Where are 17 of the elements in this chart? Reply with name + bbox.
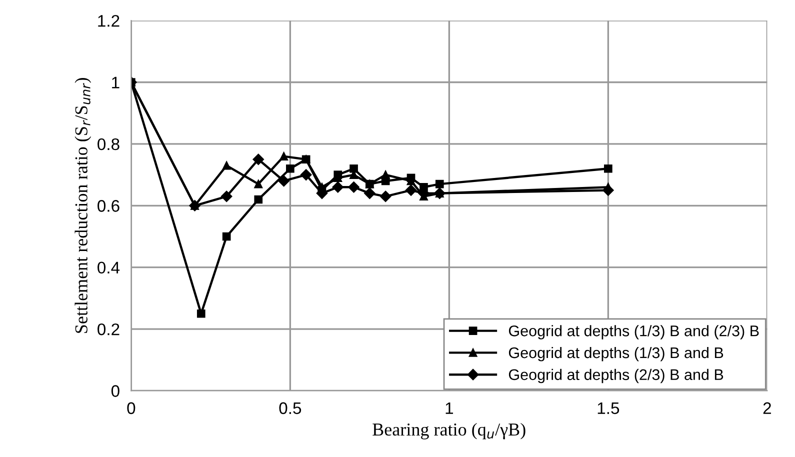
y-tick-label: 0.4	[98, 262, 120, 274]
x-tick-label: 0	[127, 402, 136, 414]
x-tick-label: 2	[763, 402, 771, 414]
legend-label: Geogrid at depths (2/3) B and B	[508, 368, 724, 384]
x-axis-title: Bearing ratio (q$_{u}$/γB)	[372, 422, 526, 440]
y-tick-label: 0.8	[98, 138, 120, 150]
x-tick-label: 0.5	[279, 402, 302, 414]
legend-label: Geogrid at depths (1/3) B and B	[508, 346, 724, 362]
x-tick-label: 1	[446, 402, 453, 414]
y-tick-label: 1	[112, 76, 120, 88]
y-tick-label: 0	[111, 385, 120, 397]
legend-label: Geogrid at depths (1/3) B and (2/3) B	[508, 325, 759, 340]
y-tick-label: 1.2	[98, 14, 120, 27]
x-tick-label: 1.5	[598, 402, 620, 414]
y-axis-title: Settlement reduction ratio (S$_{r}$/S$_{unr}$)	[74, 78, 92, 333]
y-tick-label: 0.2	[98, 323, 120, 336]
y-tick-label: 0.6	[98, 200, 120, 212]
